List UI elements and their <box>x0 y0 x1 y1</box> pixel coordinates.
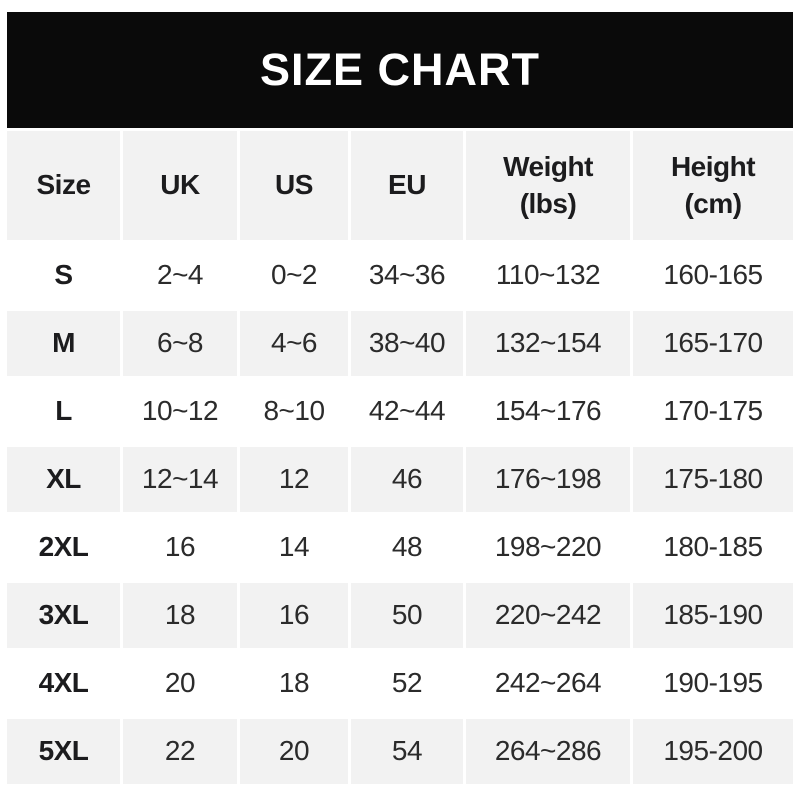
table-cell: 14 <box>240 515 348 580</box>
table-cell: 22 <box>123 719 237 784</box>
row-label: 3XL <box>7 583 120 648</box>
table-cell: 6~8 <box>123 311 237 376</box>
table-cell: 10~12 <box>123 379 237 444</box>
table-cell: 185-190 <box>633 583 793 648</box>
table-cell: 264~286 <box>466 719 630 784</box>
table-cell: 52 <box>351 651 463 716</box>
column-header-size: Size <box>7 131 120 240</box>
column-header-label: Weight <box>503 151 593 183</box>
page-title: SIZE CHART <box>260 44 540 95</box>
column-header-unit: (lbs) <box>519 187 577 219</box>
row-label: S <box>7 243 120 308</box>
column-header-label: EU <box>388 169 426 201</box>
title-banner: SIZE CHART <box>7 12 793 128</box>
table-cell: 20 <box>123 651 237 716</box>
table-cell: 154~176 <box>466 379 630 444</box>
table-cell: 220~242 <box>466 583 630 648</box>
table-cell: 242~264 <box>466 651 630 716</box>
table-cell: 34~36 <box>351 243 463 308</box>
column-header-height: Height (cm) <box>633 131 793 240</box>
column-header-label: Size <box>36 169 91 201</box>
table-cell: 0~2 <box>240 243 348 308</box>
column-header-unit: (cm) <box>684 187 742 219</box>
column-header-uk: UK <box>123 131 237 240</box>
table-cell: 4~6 <box>240 311 348 376</box>
row-label: 4XL <box>7 651 120 716</box>
column-header-label: Height <box>670 151 756 183</box>
table-cell: 38~40 <box>351 311 463 376</box>
row-label: 5XL <box>7 719 120 784</box>
table-cell: 176~198 <box>466 447 630 512</box>
row-label: XL <box>7 447 120 512</box>
table-cell: 170-175 <box>633 379 793 444</box>
table-cell: 18 <box>123 583 237 648</box>
table-cell: 18 <box>240 651 348 716</box>
table-cell: 50 <box>351 583 463 648</box>
table-row-m: M 6~8 4~6 38~40 132~154 165-170 <box>7 311 793 376</box>
table-row-3xl: 3XL 18 16 50 220~242 185-190 <box>7 583 793 648</box>
table-cell: 12 <box>240 447 348 512</box>
table-cell: 175-180 <box>633 447 793 512</box>
table-cell: 20 <box>240 719 348 784</box>
row-label: 2XL <box>7 515 120 580</box>
table-cell: 54 <box>351 719 463 784</box>
table-cell: 198~220 <box>466 515 630 580</box>
table-cell: 48 <box>351 515 463 580</box>
row-label: M <box>7 311 120 376</box>
table-cell: 2~4 <box>123 243 237 308</box>
table-cell: 12~14 <box>123 447 237 512</box>
table-row-l: L 10~12 8~10 42~44 154~176 170-175 <box>7 379 793 444</box>
column-header-label: UK <box>160 169 200 201</box>
column-header-weight: Weight (lbs) <box>466 131 630 240</box>
table-cell: 160-165 <box>633 243 793 308</box>
table-row-5xl: 5XL 22 20 54 264~286 195-200 <box>7 719 793 784</box>
table-row-2xl: 2XL 16 14 48 198~220 180-185 <box>7 515 793 580</box>
table-row-xl: XL 12~14 12 46 176~198 175-180 <box>7 447 793 512</box>
table-row-4xl: 4XL 20 18 52 242~264 190-195 <box>7 651 793 716</box>
table-cell: 190-195 <box>633 651 793 716</box>
row-label: L <box>7 379 120 444</box>
table-cell: 16 <box>240 583 348 648</box>
table-cell: 16 <box>123 515 237 580</box>
table-cell: 8~10 <box>240 379 348 444</box>
table-cell: 42~44 <box>351 379 463 444</box>
table-cell: 180-185 <box>633 515 793 580</box>
column-header-label: US <box>275 169 313 201</box>
size-table: Size UK US EU Weight (lbs) Height (cm) S 2… <box>7 131 793 784</box>
table-cell: 46 <box>351 447 463 512</box>
table-cell: 110~132 <box>466 243 630 308</box>
table-cell: 195-200 <box>633 719 793 784</box>
column-header-us: US <box>240 131 348 240</box>
table-cell: 165-170 <box>633 311 793 376</box>
column-header-eu: EU <box>351 131 463 240</box>
header-row: Size UK US EU Weight (lbs) Height (cm) <box>7 131 793 240</box>
table-cell: 132~154 <box>466 311 630 376</box>
table-row-s: S 2~4 0~2 34~36 110~132 160-165 <box>7 243 793 308</box>
